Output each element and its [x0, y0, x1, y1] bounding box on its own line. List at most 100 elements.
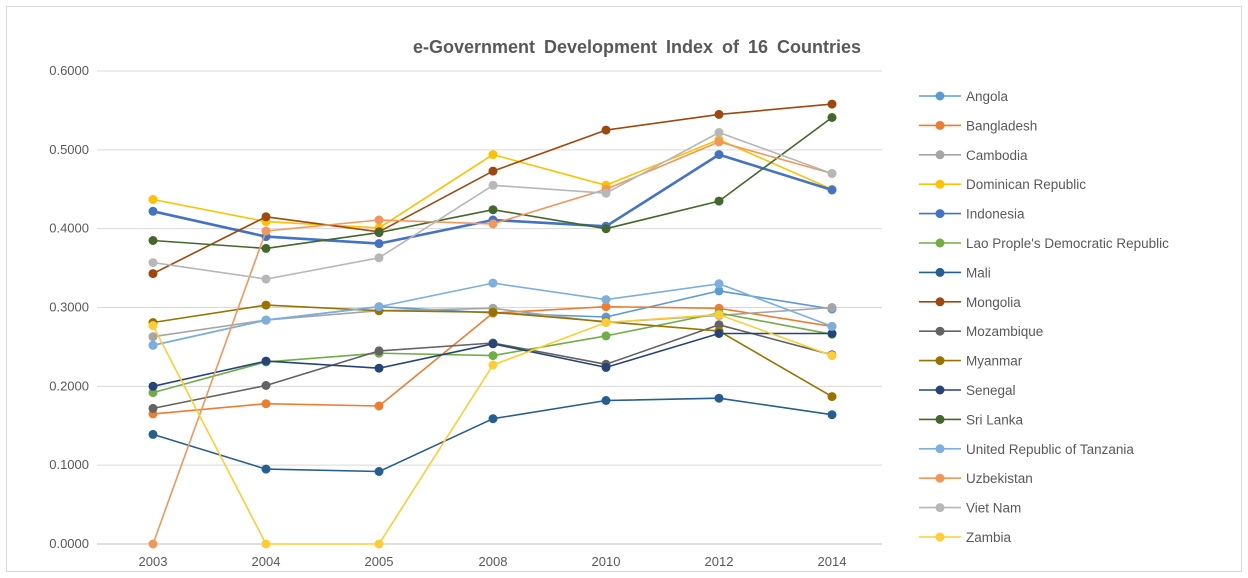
legend-label: Zambia: [966, 530, 1012, 545]
legend-marker: [935, 473, 945, 483]
data-point: [261, 212, 271, 222]
data-point: [374, 467, 384, 476]
data-point: [601, 125, 611, 135]
legend: Angola Bangladesh Cambodia Dominican Republ…: [919, 89, 1169, 545]
data-point: [488, 219, 498, 229]
legend-entry: Myanmar: [919, 354, 1023, 369]
data-point: [148, 206, 158, 216]
legend-marker: [935, 209, 945, 219]
data-point: [148, 236, 158, 245]
legend-marker: [935, 150, 945, 160]
legend-label: Sri Lanka: [966, 412, 1024, 427]
legend-entry: Senegal: [919, 383, 1016, 398]
legend-label: Indonesia: [966, 207, 1025, 222]
legend-entry: United Republic of Tanzania: [919, 442, 1134, 457]
legend-label: Mozambique: [966, 324, 1043, 339]
y-tick-label: 0.1000: [49, 457, 89, 472]
legend-label: Angola: [966, 89, 1009, 104]
data-point: [261, 381, 271, 390]
legend-label: Myanmar: [966, 354, 1023, 369]
series-line: [152, 313, 833, 545]
y-tick-label: 0.3000: [49, 300, 89, 315]
data-point: [261, 399, 271, 409]
data-point: [601, 362, 611, 372]
data-point: [148, 332, 158, 342]
data-point: [148, 321, 158, 331]
legend-entry: Zambia: [919, 530, 1012, 545]
data-point: [714, 286, 724, 296]
data-point: [601, 224, 611, 234]
data-point: [488, 339, 498, 349]
y-axis-ticks: 0.0000 0.1000 0.2000 0.3000 0.4000 0.5000 0.60…: [49, 63, 89, 551]
data-point: [601, 302, 611, 312]
data-point: [601, 295, 611, 305]
data-point: [714, 310, 724, 320]
legend-entry: Cambodia: [919, 148, 1028, 163]
x-axis-ticks: 2003 2004 2005 2008 2010 2012 2014: [139, 554, 847, 569]
data-point: [374, 302, 384, 312]
data-point: [827, 392, 837, 402]
data-point: [374, 215, 384, 225]
data-point: [148, 429, 158, 439]
legend-marker: [935, 385, 945, 395]
legend-label: Uzbekistan: [966, 471, 1033, 486]
x-tick-label: 2003: [139, 554, 168, 569]
legend-marker: [935, 91, 945, 101]
legend-marker: [935, 297, 945, 307]
data-point: [827, 303, 837, 312]
data-point: [714, 320, 724, 330]
data-point: [601, 188, 611, 198]
legend-marker: [935, 414, 945, 424]
legend-marker: [935, 532, 945, 542]
data-point: [261, 300, 271, 310]
legend-marker: [935, 444, 945, 454]
data-point: [714, 329, 724, 338]
x-tick-label: 2005: [365, 554, 394, 569]
legend-label: Bangladesh: [966, 118, 1037, 133]
data-point: [488, 180, 498, 190]
y-tick-label: 0.2000: [49, 378, 89, 393]
legend-marker: [935, 238, 945, 248]
legend-entry: Bangladesh: [919, 118, 1037, 133]
data-point: [261, 274, 271, 284]
data-point: [488, 351, 498, 361]
legend-entry: Uzbekistan: [919, 471, 1033, 486]
data-point: [148, 381, 158, 391]
series-zambia: [148, 310, 837, 549]
data-point: [488, 150, 498, 160]
y-tick-label: 0.4000: [49, 221, 89, 236]
legend-entry: Mongolia: [919, 295, 1021, 310]
chart-frame: [6, 6, 1242, 572]
data-point: [261, 315, 271, 325]
series-sri-lanka: [148, 113, 837, 253]
legend-marker: [935, 503, 945, 513]
legend-marker: [935, 267, 945, 277]
legend-marker: [935, 356, 945, 366]
y-tick-label: 0.6000: [49, 63, 89, 78]
data-point: [827, 321, 837, 331]
legend-marker: [935, 120, 945, 130]
series-indonesia: [148, 150, 837, 249]
legend-label: Viet Nam: [966, 501, 1021, 516]
data-point: [148, 258, 158, 268]
data-point: [374, 363, 384, 373]
legend-entry: Viet Nam: [919, 501, 1021, 516]
x-tick-label: 2014: [818, 554, 847, 569]
data-point: [261, 226, 271, 236]
y-tick-label: 0.0000: [49, 536, 89, 551]
data-point: [374, 239, 384, 249]
legend-label: Mongolia: [966, 295, 1021, 310]
data-point: [374, 401, 384, 411]
data-point: [148, 403, 158, 413]
x-tick-label: 2004: [252, 554, 281, 569]
data-point: [488, 205, 498, 215]
data-point: [488, 414, 498, 424]
legend-entry: Indonesia: [919, 207, 1025, 222]
data-point: [488, 360, 498, 370]
legend-entry: Lao Prople's Democratic Republic: [919, 236, 1169, 251]
legend-marker: [935, 326, 945, 336]
data-point: [714, 196, 724, 206]
legend-entry: Dominican Republic: [919, 177, 1086, 192]
data-point: [374, 253, 384, 263]
